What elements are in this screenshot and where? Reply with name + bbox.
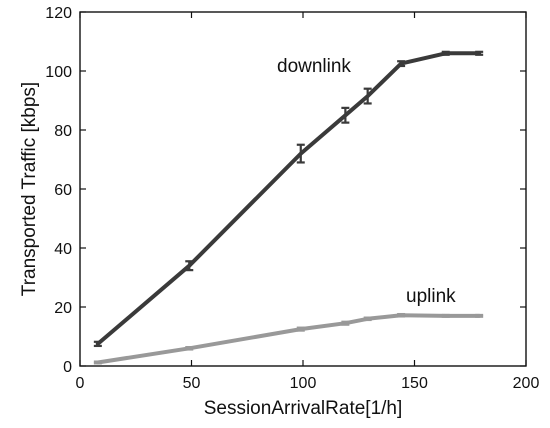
error-bar-uplink bbox=[185, 346, 194, 351]
error-bar-uplink bbox=[397, 312, 406, 318]
error-bar-downlink bbox=[475, 50, 484, 56]
x-tick-label: 200 bbox=[513, 375, 540, 392]
series-label-downlink: downlink bbox=[277, 56, 351, 77]
y-tick-label: 40 bbox=[54, 241, 72, 258]
y-axis-label: Transported Traffic [kbps] bbox=[19, 82, 40, 296]
error-bar-uplink bbox=[363, 316, 372, 322]
error-bar-downlink bbox=[185, 260, 194, 272]
error-bar-uplink bbox=[93, 360, 102, 365]
series-lines bbox=[93, 50, 484, 365]
x-axis-label: SessionArrivalRate[1/h] bbox=[204, 398, 403, 419]
y-tick-label: 60 bbox=[54, 182, 72, 199]
error-bar-downlink bbox=[93, 340, 102, 348]
x-tick-label: 100 bbox=[290, 375, 317, 392]
y-tick-label: 80 bbox=[54, 123, 72, 140]
y-tick-label: 0 bbox=[63, 359, 72, 376]
y-tick-label: 20 bbox=[54, 300, 72, 317]
x-tick-label: 50 bbox=[183, 375, 201, 392]
y-tick-label: 100 bbox=[45, 64, 72, 81]
x-tick-label: 150 bbox=[401, 375, 428, 392]
series-label-uplink: uplink bbox=[406, 286, 456, 307]
error-bar-downlink bbox=[397, 60, 406, 68]
axis-ticks: 0 50 100 150 200 0 20 40 60 80 100 120 bbox=[45, 5, 539, 392]
error-bar-downlink bbox=[441, 50, 450, 56]
series-line-uplink bbox=[95, 313, 482, 365]
y-tick-label: 120 bbox=[45, 5, 72, 22]
x-tick-label: 0 bbox=[76, 375, 85, 392]
error-bar-downlink bbox=[296, 143, 305, 164]
error-bar-uplink bbox=[296, 326, 305, 332]
error-bar-downlink bbox=[363, 87, 372, 105]
error-bar-downlink bbox=[341, 106, 350, 124]
error-bar-uplink bbox=[341, 320, 350, 326]
error-bar-uplink bbox=[441, 313, 450, 318]
error-bar-uplink bbox=[475, 313, 484, 318]
series-line-downlink bbox=[95, 51, 482, 346]
